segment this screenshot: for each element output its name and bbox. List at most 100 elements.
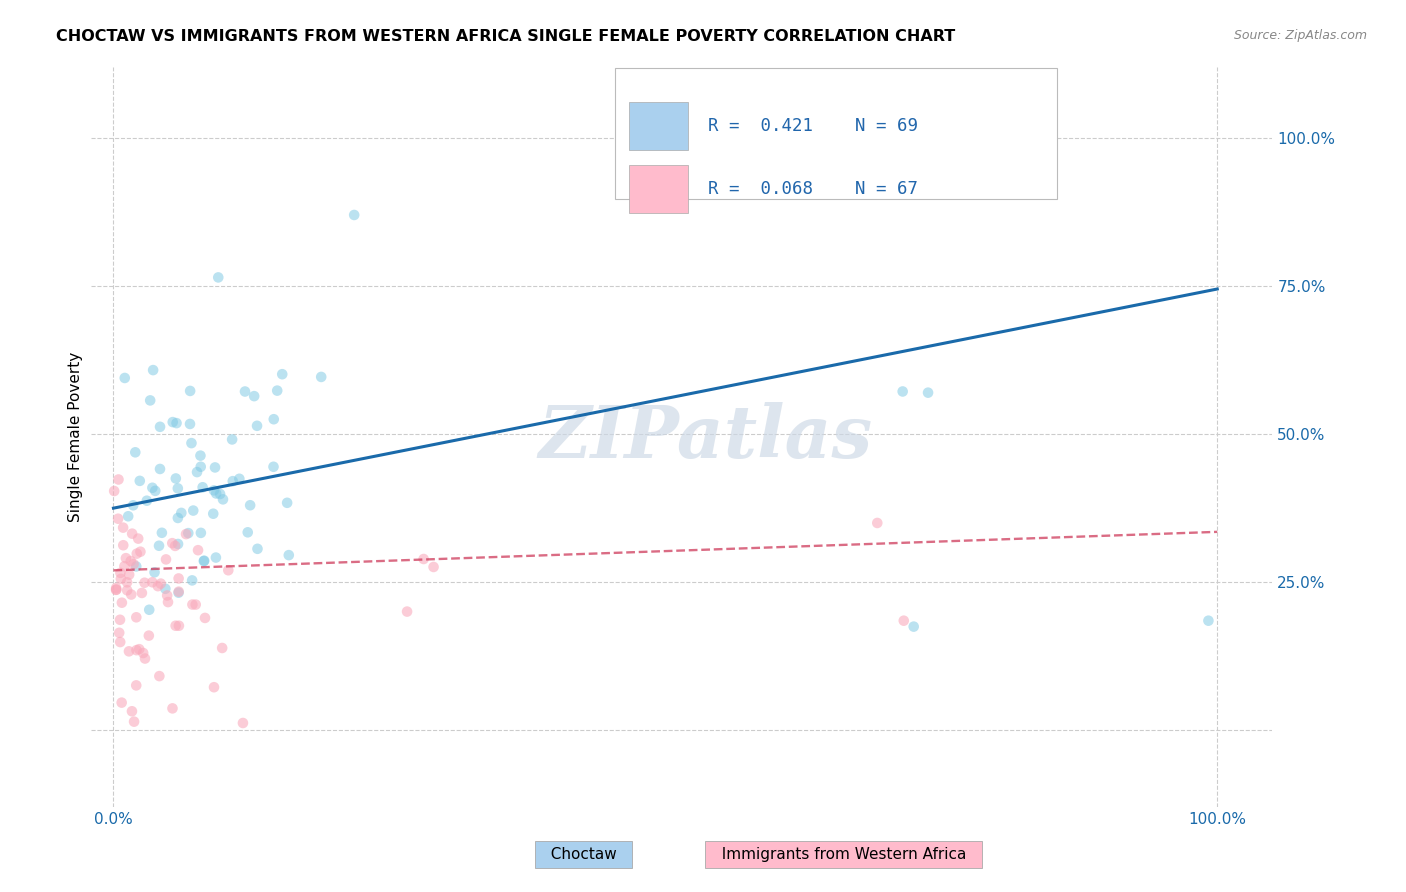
Point: [184, 598, 207, 612]
Point: [135, 493, 157, 508]
Point: [228, 472, 250, 486]
Point: [143, 566, 166, 580]
Point: [170, 506, 193, 520]
Point: [125, 643, 148, 657]
Point: [167, 571, 190, 585]
Point: [209, 487, 232, 501]
Point: [122, 557, 145, 571]
Point: [148, 669, 170, 683]
Point: [107, 473, 129, 487]
Point: [917, 385, 939, 400]
Point: [155, 552, 177, 566]
Point: [121, 704, 143, 718]
Point: [162, 701, 184, 715]
Point: [129, 544, 152, 558]
Point: [107, 512, 129, 526]
Point: [110, 572, 132, 586]
Point: [131, 586, 153, 600]
Text: ZIPatlas: ZIPatlas: [538, 401, 873, 473]
Point: [276, 496, 298, 510]
Point: [132, 646, 155, 660]
Point: [869, 128, 891, 142]
Point: [115, 575, 138, 590]
Point: [239, 498, 262, 512]
Point: [205, 486, 228, 500]
Point: [162, 536, 184, 550]
Y-axis label: Single Female Poverty: Single Female Poverty: [67, 352, 83, 522]
Point: [165, 471, 187, 485]
Point: [165, 539, 187, 553]
Point: [243, 389, 266, 403]
Point: [177, 526, 200, 541]
Text: R =  0.421    N = 69: R = 0.421 N = 69: [709, 117, 918, 135]
FancyBboxPatch shape: [628, 165, 689, 213]
Point: [118, 644, 141, 658]
Point: [143, 483, 166, 498]
Point: [125, 610, 148, 624]
Text: Choctaw: Choctaw: [541, 847, 626, 862]
Point: [125, 547, 148, 561]
Text: CHOCTAW VS IMMIGRANTS FROM WESTERN AFRICA SINGLE FEMALE POVERTY CORRELATION CHAR: CHOCTAW VS IMMIGRANTS FROM WESTERN AFRIC…: [56, 29, 956, 44]
Point: [125, 678, 148, 692]
Point: [125, 559, 148, 574]
Point: [149, 419, 172, 434]
Point: [166, 482, 188, 496]
Point: [167, 618, 190, 632]
Point: [179, 417, 201, 431]
Point: [343, 208, 366, 222]
Point: [263, 459, 285, 474]
Point: [246, 541, 269, 556]
Point: [115, 551, 138, 566]
Point: [108, 625, 131, 640]
Point: [124, 445, 146, 459]
Point: [108, 613, 131, 627]
Point: [120, 554, 142, 568]
Point: [155, 582, 177, 596]
Text: Source: ZipAtlas.com: Source: ZipAtlas.com: [1233, 29, 1367, 42]
Point: [232, 716, 254, 731]
Point: [112, 538, 135, 552]
Point: [236, 525, 259, 540]
Point: [146, 579, 169, 593]
Point: [205, 550, 228, 565]
Point: [181, 598, 204, 612]
Point: [105, 581, 128, 595]
Point: [174, 527, 197, 541]
Point: [422, 560, 444, 574]
Point: [193, 554, 215, 568]
Point: [207, 270, 229, 285]
Point: [180, 436, 202, 450]
Point: [233, 384, 256, 399]
Point: [191, 480, 214, 494]
Point: [122, 498, 145, 512]
Point: [202, 507, 225, 521]
Text: R =  0.068    N = 67: R = 0.068 N = 67: [709, 180, 918, 198]
Point: [194, 611, 217, 625]
Point: [891, 384, 914, 399]
Point: [122, 714, 145, 729]
Point: [893, 614, 915, 628]
Point: [866, 516, 889, 530]
Point: [309, 370, 332, 384]
Point: [165, 618, 187, 632]
Point: [181, 503, 204, 517]
FancyBboxPatch shape: [614, 69, 1057, 199]
Point: [266, 384, 288, 398]
Point: [167, 584, 190, 599]
Point: [118, 567, 141, 582]
Point: [271, 368, 294, 382]
Text: Immigrants from Western Africa: Immigrants from Western Africa: [711, 847, 976, 862]
Point: [217, 563, 239, 577]
FancyBboxPatch shape: [628, 102, 689, 150]
Point: [138, 603, 160, 617]
Point: [190, 449, 212, 463]
Point: [110, 566, 132, 580]
Point: [138, 629, 160, 643]
Point: [115, 583, 138, 598]
Point: [903, 619, 925, 633]
Point: [166, 416, 188, 430]
Point: [156, 595, 179, 609]
Point: [117, 509, 139, 524]
Point: [134, 651, 156, 665]
Point: [112, 521, 135, 535]
